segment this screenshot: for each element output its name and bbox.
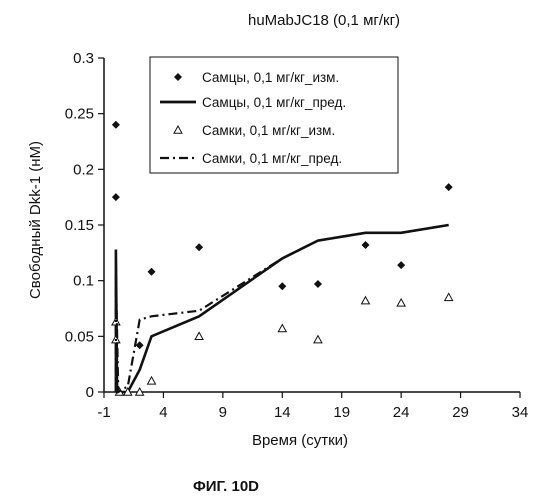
x-tick-label: 34 xyxy=(512,404,529,421)
legend-label: Самцы, 0,1 мг/кг_изм. xyxy=(202,70,339,85)
x-tick-label: -1 xyxy=(97,404,110,421)
x-tick-label: 19 xyxy=(333,404,350,421)
legend-label: Самки, 0,1 мг/кг_пред. xyxy=(202,151,342,166)
data-point xyxy=(136,341,144,349)
y-tick-label: 0.1 xyxy=(73,273,94,290)
legend: Самцы, 0,1 мг/кг_изм. Самцы, 0,1 мг/кг_пр… xyxy=(150,57,398,173)
y-axis-label: Свободный Dkk-1 (нМ) xyxy=(27,141,44,299)
x-axis-label: Время (сутки) xyxy=(252,432,348,449)
data-point xyxy=(195,332,203,339)
data-point xyxy=(278,282,286,290)
data-point xyxy=(361,297,369,304)
figure-caption: ФИГ. 10D xyxy=(193,478,259,495)
x-tick-label: 14 xyxy=(274,404,291,421)
data-point xyxy=(148,268,156,276)
legend-label: Самки, 0,1 мг/кг_изм. xyxy=(202,123,335,138)
data-point xyxy=(195,243,203,251)
y-tick-label: 0.25 xyxy=(65,106,94,123)
y-tick-label: 0 xyxy=(86,384,94,401)
data-point xyxy=(397,299,405,306)
y-tick-label: 0.2 xyxy=(73,161,94,178)
x-tick-label: 24 xyxy=(393,404,410,421)
legend-label: Самцы, 0,1 мг/кг_пред. xyxy=(202,95,346,110)
data-point xyxy=(361,241,369,249)
x-tick-label: 29 xyxy=(452,404,469,421)
data-point xyxy=(278,325,286,332)
series-line xyxy=(116,225,449,392)
data-point xyxy=(148,377,156,384)
data-point xyxy=(112,193,120,201)
y-tick-label: 0.05 xyxy=(65,328,94,345)
data-point xyxy=(445,183,453,191)
chart-title: huMabJC18 (0,1 мг/кг) xyxy=(248,12,400,29)
data-point xyxy=(445,293,453,300)
series-line xyxy=(116,225,449,392)
y-tick-label: 0.15 xyxy=(65,217,94,234)
data-point xyxy=(112,121,120,129)
data-point xyxy=(397,261,405,269)
y-tick-label: 0.3 xyxy=(73,50,94,67)
x-tick-label: 9 xyxy=(219,404,227,421)
data-point xyxy=(314,280,322,288)
x-tick-label: 4 xyxy=(159,404,167,421)
data-point xyxy=(314,336,322,343)
